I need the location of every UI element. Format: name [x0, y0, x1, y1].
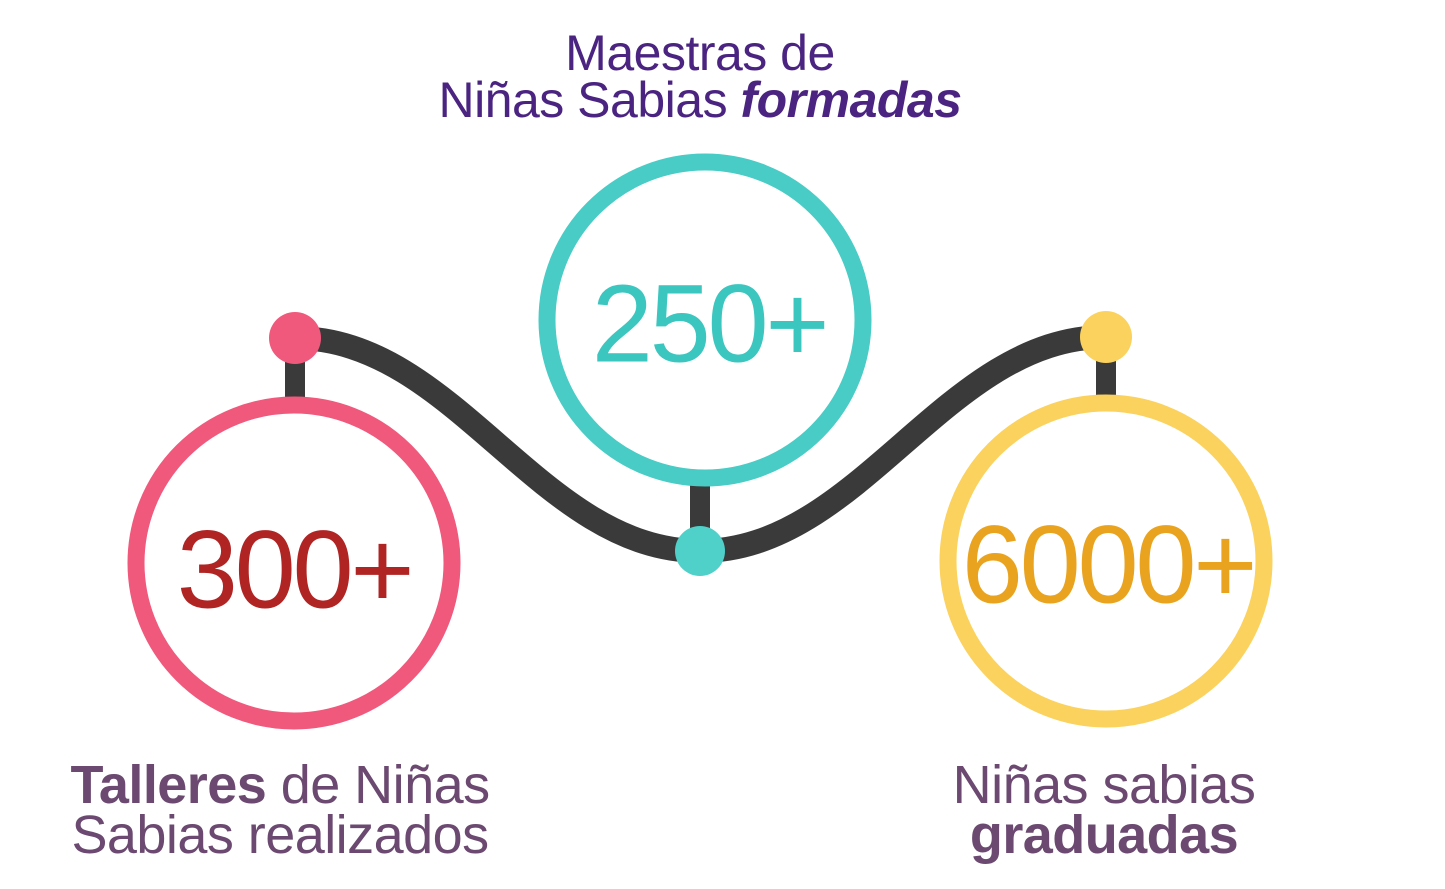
graduates-label-line1: Niñas sabias: [952, 755, 1256, 815]
title-line2-regular: Niñas Sabias: [438, 72, 741, 128]
graduates-node-dot: [1080, 311, 1132, 363]
graduates-stat-value: 6000+: [961, 503, 1258, 627]
workshops-node-dot: [269, 312, 321, 364]
workshops-label-line2: Sabias realizados: [71, 805, 489, 865]
workshops-ring: [127, 396, 461, 730]
teachers-node-dot: [675, 526, 725, 576]
workshops-label-bold: Talleres: [70, 755, 267, 815]
graduates-stat-label: Niñas sabias graduadas: [953, 758, 1256, 862]
infographic-title: Maestras de Niñas Sabias formadas: [438, 28, 962, 125]
graduates-label-bold: graduadas: [969, 805, 1239, 865]
workshops-stat-label: Talleres de Niñas Sabias realizados: [70, 758, 490, 862]
title-line2-emphasis: formadas: [740, 72, 962, 128]
workshops-stat-value: 300+: [176, 508, 415, 632]
teachers-stat-value: 250+: [591, 262, 830, 386]
teachers-ring: [538, 153, 872, 487]
workshops-label-regular: de Niñas: [266, 755, 490, 815]
title-line1: Maestras de: [565, 25, 835, 81]
graduates-ring: [939, 394, 1273, 728]
